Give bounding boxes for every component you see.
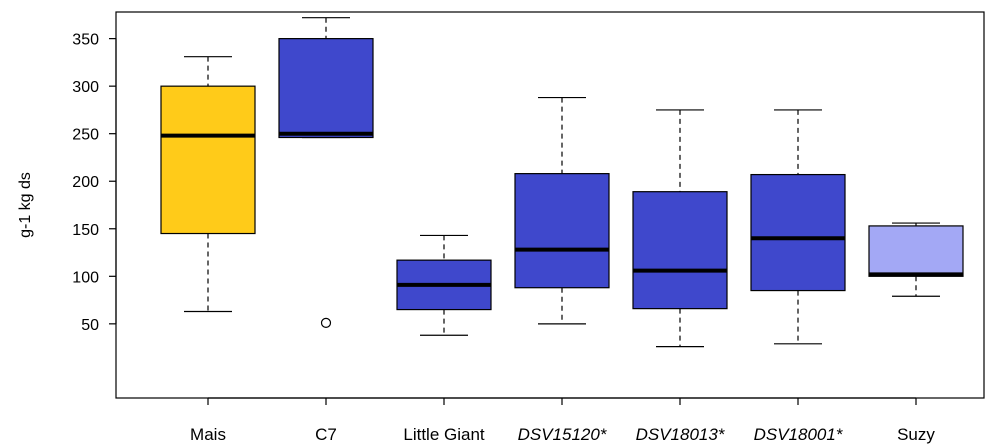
y-tick-label: 100: [72, 269, 99, 286]
y-axis: 50 100 150 200 250 300 350: [72, 32, 117, 334]
boxes: [160, 17, 964, 348]
box-group: [160, 56, 256, 313]
box-group: [396, 234, 492, 336]
box-group: [750, 109, 846, 345]
box-iqr: [278, 38, 374, 139]
x-tick-label: DSV15120*: [518, 425, 608, 444]
y-tick-label: 200: [72, 174, 99, 191]
box-iqr: [514, 173, 610, 289]
x-tick-label: C7: [315, 425, 337, 444]
box-iqr: [160, 85, 256, 235]
box-group: [278, 17, 374, 328]
y-tick-label: 150: [72, 222, 99, 239]
y-tick-label: 300: [72, 79, 99, 96]
box-group: [514, 96, 610, 325]
x-tick-label: DSV18001*: [754, 425, 844, 444]
x-axis: Mais C7 Little Giant DSV15120* DSV18013* DSV1…: [190, 397, 935, 444]
x-tick-label: Suzy: [897, 425, 935, 444]
box-group: [632, 109, 728, 348]
outlier-point: [320, 317, 332, 328]
y-tick-label: 250: [72, 127, 99, 144]
y-tick-label: 50: [81, 317, 99, 334]
box-iqr: [868, 225, 964, 277]
x-tick-label: Mais: [190, 425, 226, 444]
y-axis-title: g-1 kg ds: [17, 172, 34, 238]
box-iqr: [632, 191, 728, 310]
y-tick-label: 350: [72, 32, 99, 49]
box-iqr: [750, 173, 846, 292]
box-group: [868, 222, 964, 297]
x-tick-label: Little Giant: [403, 425, 485, 444]
x-tick-label: DSV18013*: [636, 425, 726, 444]
